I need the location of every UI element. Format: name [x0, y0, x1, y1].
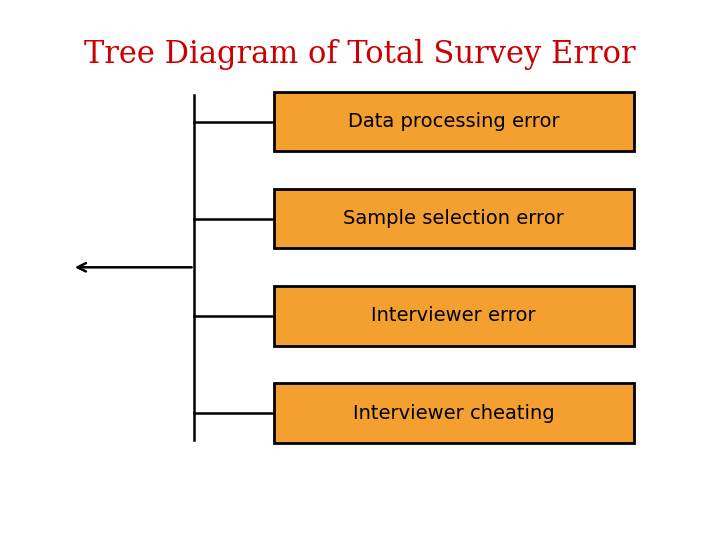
Text: Tree Diagram of Total Survey Error: Tree Diagram of Total Survey Error — [84, 38, 636, 70]
FancyBboxPatch shape — [274, 286, 634, 346]
FancyBboxPatch shape — [274, 383, 634, 443]
Text: Interviewer cheating: Interviewer cheating — [353, 403, 554, 423]
Text: Sample selection error: Sample selection error — [343, 209, 564, 228]
FancyBboxPatch shape — [274, 92, 634, 151]
Text: Interviewer error: Interviewer error — [372, 306, 536, 326]
Text: Data processing error: Data processing error — [348, 112, 559, 131]
FancyBboxPatch shape — [274, 189, 634, 248]
